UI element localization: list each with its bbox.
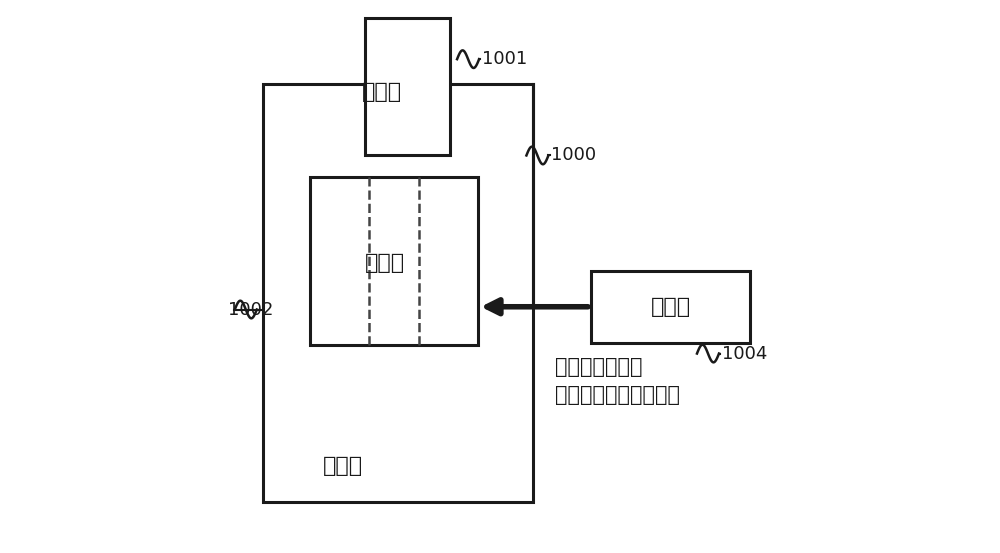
Text: 1000: 1000	[551, 147, 596, 164]
Text: 1002: 1002	[228, 300, 273, 319]
Bar	[365, 18, 450, 155]
Bar	[310, 178, 478, 345]
Text: 电动机: 电动机	[323, 456, 363, 476]
Text: 仅制动动作信号: 仅制动动作信号	[555, 357, 643, 377]
Text: 控制部: 控制部	[651, 297, 691, 317]
Bar	[591, 271, 750, 342]
Text: 1001: 1001	[482, 50, 527, 68]
Bar	[263, 84, 533, 502]
Text: （制动转矩为固定值）: （制动转矩为固定值）	[555, 385, 680, 405]
Text: 制动器: 制动器	[364, 253, 405, 273]
Text: 输出轴: 输出轴	[362, 82, 402, 102]
Text: 1004: 1004	[722, 345, 767, 363]
